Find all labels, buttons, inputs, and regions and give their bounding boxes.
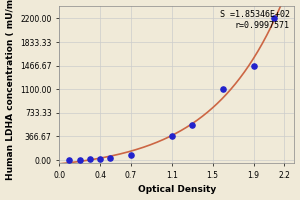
Y-axis label: Human LDHA concentration ( mU/ml ): Human LDHA concentration ( mU/ml ) — [6, 0, 15, 180]
Point — [88, 158, 92, 161]
Point — [108, 157, 113, 160]
X-axis label: Optical Density: Optical Density — [138, 185, 216, 194]
Text: S =1.85346E+02
r=0.9997571: S =1.85346E+02 r=0.9997571 — [220, 10, 290, 30]
Point — [98, 157, 103, 160]
Point — [77, 158, 82, 162]
Point — [190, 123, 195, 126]
Point — [251, 64, 256, 67]
Point — [67, 158, 72, 162]
Point — [220, 88, 225, 91]
Point — [272, 17, 276, 20]
Point — [169, 135, 174, 138]
Point — [128, 153, 133, 156]
